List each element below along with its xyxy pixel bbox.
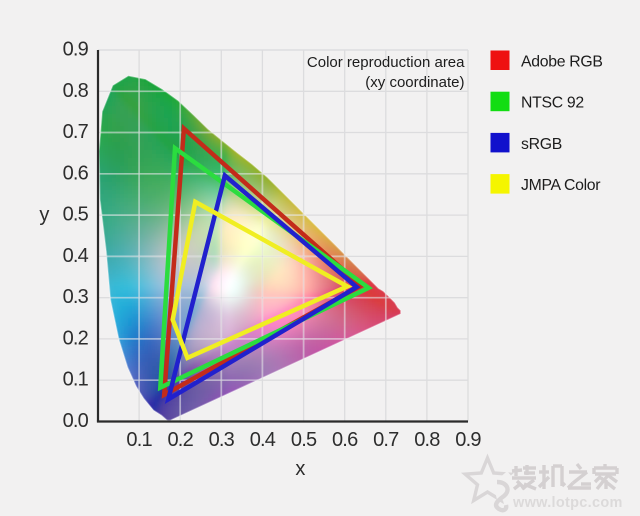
svg-text:0.8: 0.8 (63, 80, 89, 102)
svg-text:0.8: 0.8 (414, 429, 440, 451)
svg-text:0.6: 0.6 (332, 429, 358, 451)
svg-text:Adobe RGB: Adobe RGB (521, 54, 603, 71)
svg-text:0.5: 0.5 (291, 429, 317, 451)
svg-text:0.2: 0.2 (63, 327, 89, 349)
svg-text:0.3: 0.3 (63, 286, 89, 308)
svg-text:x: x (295, 458, 305, 480)
svg-text:0.1: 0.1 (126, 429, 152, 451)
svg-text:0.2: 0.2 (167, 429, 193, 451)
svg-text:0.4: 0.4 (250, 429, 276, 451)
svg-text:0.9: 0.9 (455, 429, 481, 451)
svg-text:0.0: 0.0 (63, 410, 89, 432)
svg-text:Color reproduction area: Color reproduction area (307, 54, 465, 71)
svg-text:0.5: 0.5 (63, 204, 89, 226)
svg-text:y: y (39, 204, 49, 226)
svg-text:0.9: 0.9 (63, 39, 89, 61)
svg-text:JMPA Color: JMPA Color (521, 177, 600, 194)
svg-text:www.lotpc.com: www.lotpc.com (512, 495, 623, 511)
svg-text:0.6: 0.6 (63, 162, 89, 184)
svg-text:0.1: 0.1 (63, 369, 89, 391)
svg-text:0.3: 0.3 (209, 429, 235, 451)
svg-text:(xy coordinate): (xy coordinate) (365, 74, 464, 91)
svg-text:0.4: 0.4 (63, 245, 89, 267)
svg-text:NTSC 92: NTSC 92 (521, 95, 584, 112)
svg-text:sRGB: sRGB (521, 136, 562, 153)
svg-text:0.7: 0.7 (63, 121, 89, 143)
svg-text:0.7: 0.7 (373, 429, 399, 451)
